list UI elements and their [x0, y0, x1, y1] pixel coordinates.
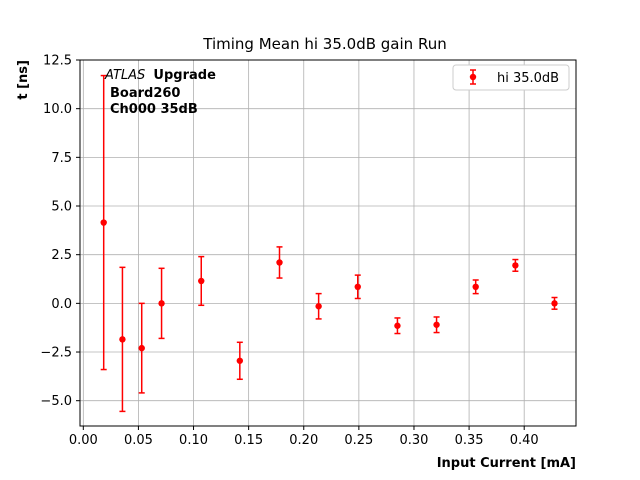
x-tick-label: 0.00 [69, 433, 98, 448]
x-axis-label: Input Current [mA] [437, 456, 576, 471]
x-tick-label: 0.05 [124, 433, 153, 448]
y-tick-label: 12.5 [43, 54, 72, 69]
legend-marker [469, 73, 477, 81]
annotation-italic: ATLAS [104, 68, 145, 83]
data-point [119, 336, 126, 343]
annotation-bold: Upgrade [153, 68, 216, 83]
y-tick-label: 5.0 [51, 200, 72, 215]
data-point [158, 300, 165, 307]
y-tick-label: −5.0 [40, 394, 72, 409]
annotation-line2: Board260 [110, 86, 180, 101]
x-tick-label: 0.30 [399, 433, 428, 448]
plot-frame [79, 59, 577, 427]
data-point [315, 303, 322, 310]
x-tick-label: 0.35 [455, 433, 484, 448]
legend-box [452, 64, 570, 91]
data-layer [100, 74, 558, 413]
data-point [354, 283, 361, 291]
y-tick-label: 0.0 [51, 297, 72, 312]
data-point [512, 262, 519, 269]
x-tick-label: 0.10 [179, 433, 208, 448]
svg-text:ATLAS Upgrade: ATLAS Upgrade [104, 68, 216, 83]
data-point [100, 219, 107, 226]
y-tick-label: 2.5 [51, 248, 72, 263]
data-point [472, 283, 479, 291]
data-point [551, 300, 558, 307]
x-tick-label: 0.25 [344, 433, 373, 448]
atlas-annotation: ATLAS Upgrade Board260 Ch000 35dB [104, 68, 216, 117]
tick-layer: 0.00 0.05 0.10 0.15 0.20 0.25 0.30 0.35 0.40 −5.0… [40, 54, 538, 449]
data-point [276, 259, 283, 266]
legend-label: hi 35.0dB [497, 71, 559, 86]
data-point [394, 322, 401, 329]
annotation-line3: Ch000 35dB [110, 102, 198, 117]
chart-title: Timing Mean hi 35.0dB gain Run [202, 35, 446, 53]
y-axis-label: t [ns] [16, 60, 31, 100]
y-tick-label: 7.5 [51, 151, 72, 166]
data-point [433, 321, 440, 328]
data-point [138, 344, 145, 352]
x-tick-label: 0.20 [289, 433, 318, 448]
legend: hi 35.0dB [452, 64, 570, 91]
y-tick-label: 10.0 [43, 102, 72, 117]
data-point [236, 357, 244, 364]
data-point [198, 277, 205, 285]
x-tick-label: 0.40 [510, 433, 539, 448]
y-tick-label: −2.5 [40, 346, 72, 361]
x-tick-label: 0.15 [234, 433, 263, 448]
